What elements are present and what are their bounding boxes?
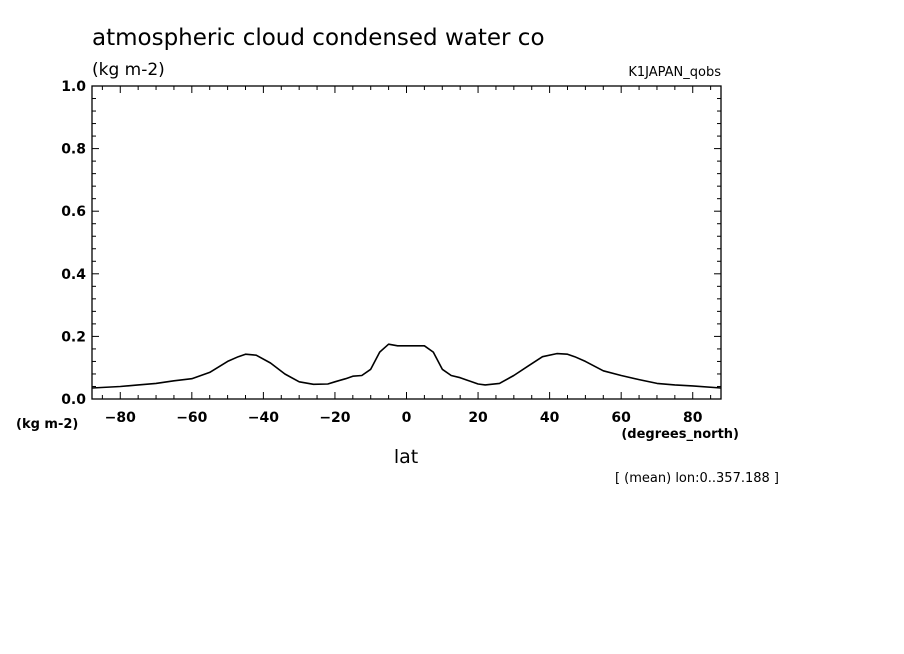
axis-ticks xyxy=(92,85,721,400)
plot-frame xyxy=(91,85,722,400)
y-tick-label: 0.0 xyxy=(61,392,86,408)
x-tick-labels: −80 −60 −40 −20 0 20 40 60 80 xyxy=(105,410,703,426)
x-tick-label: −80 xyxy=(105,410,136,426)
x-tick-label: −40 xyxy=(248,410,279,426)
x-tick-label: 80 xyxy=(683,410,703,426)
chart-title: atmospheric cloud condensed water co xyxy=(92,25,545,51)
y-axis-label: (kg m-2) xyxy=(16,417,78,432)
x-tick-label: 20 xyxy=(468,410,488,426)
chart-subtitle: (kg m-2) xyxy=(92,60,165,80)
y-tick-label: 0.6 xyxy=(61,204,86,220)
footnote: [ (mean) lon:0..357.188 ] xyxy=(615,471,779,486)
x-axis-units: (degrees_north) xyxy=(621,427,739,442)
data-series-line xyxy=(91,343,722,389)
x-tick-label: 0 xyxy=(402,410,412,426)
x-tick-label: −60 xyxy=(176,410,207,426)
dataset-label: K1JAPAN_qobs xyxy=(628,65,721,80)
y-tick-label: 0.8 xyxy=(61,142,86,158)
y-tick-label: 0.4 xyxy=(61,267,86,283)
y-tick-label: 0.2 xyxy=(61,329,86,345)
x-tick-label: 60 xyxy=(611,410,631,426)
x-tick-label: −20 xyxy=(319,410,350,426)
y-tick-label: 1.0 xyxy=(61,79,86,95)
x-tick-label: 40 xyxy=(540,410,560,426)
x-axis-label: lat xyxy=(394,446,418,468)
y-tick-labels: 0.0 0.2 0.4 0.6 0.8 1.0 xyxy=(61,79,86,408)
